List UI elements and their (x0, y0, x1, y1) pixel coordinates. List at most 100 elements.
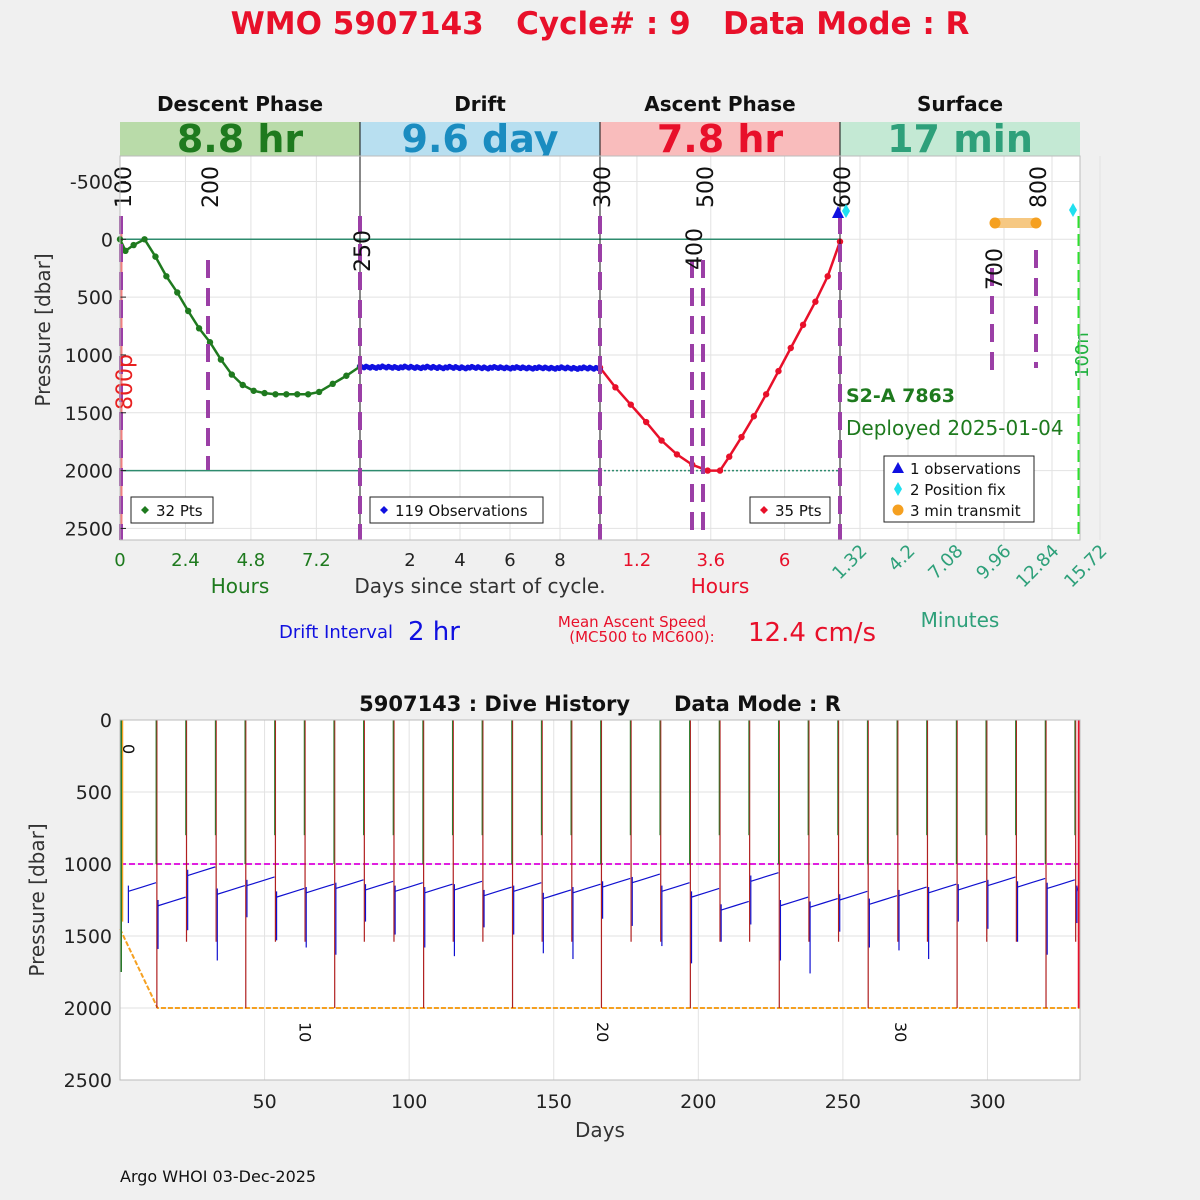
ascent-speed-label: Mean Ascent Speed (558, 613, 706, 631)
surface-legend-box (883, 455, 1035, 523)
descent-point (294, 391, 301, 398)
phase-name: Surface (917, 92, 1003, 116)
x-tick-label: 3.6 (696, 550, 725, 571)
legend-marker (894, 482, 902, 496)
descent-point (283, 391, 290, 398)
x-tick-label: 7.2 (302, 550, 331, 571)
transmit-point (1030, 217, 1042, 229)
ascent-point (704, 467, 711, 474)
descent-point (304, 391, 312, 398)
position-fix-marker (1069, 203, 1077, 217)
drift-trace (720, 900, 749, 911)
drift-trace (898, 886, 927, 897)
y-tick-label: 500 (77, 287, 113, 309)
drift-trace (128, 882, 157, 892)
drift-trace (958, 880, 987, 891)
descent-legend-text: 32 Pts (156, 502, 203, 520)
mission-code-label: 100 (112, 166, 137, 208)
legend-marker (892, 462, 904, 473)
drift-trace (780, 896, 809, 907)
descent-point (174, 289, 181, 296)
ascent-point (726, 453, 733, 460)
descent-point (343, 372, 350, 379)
ascent-x-label: Hours (691, 574, 750, 598)
y-tick-label: 0 (101, 229, 113, 251)
x-tick-label: 200 (680, 1091, 716, 1113)
surface-x-tick-label: 9.96 (972, 541, 1015, 584)
drift-x-label: Days since start of cycle. (354, 574, 605, 598)
descent-x-label: Hours (211, 574, 270, 598)
drift-trace (246, 876, 275, 887)
x-tick-label: 6 (779, 550, 790, 571)
descent-point (272, 391, 279, 398)
descent-point (141, 236, 148, 243)
ascent-point (642, 418, 650, 426)
phase-duration: 17 min (887, 117, 1033, 161)
phase-name: Drift (454, 92, 506, 116)
ascent-point (787, 344, 794, 352)
top-y-axis-label: Pressure [dbar] (31, 253, 55, 406)
y-tick-label: 2000 (65, 461, 113, 483)
mission-code-label: 500 (694, 166, 719, 208)
top-frame (119, 155, 1081, 541)
mission-code-label: 700 (983, 248, 1008, 290)
drift-trace (365, 880, 394, 891)
ascent-point (627, 401, 634, 408)
legend-entry: 3 min transmit (910, 502, 1021, 520)
drift-trace (602, 877, 631, 888)
descent-point (315, 388, 323, 396)
x-tick-label: 2.4 (171, 550, 200, 571)
x-tick-label: 150 (536, 1091, 572, 1113)
y-tick-label: 500 (76, 782, 112, 804)
drift-trace (987, 876, 1016, 887)
cycle-label: 20 (593, 1022, 612, 1042)
x-tick-label: 100 (391, 1091, 427, 1113)
mission-code-label: 300 (591, 166, 616, 208)
descent-point (250, 387, 257, 394)
bottom-x-axis-label: Days (575, 1118, 625, 1142)
cycle-label: 30 (891, 1022, 910, 1042)
x-tick-label: 2 (404, 550, 415, 571)
drift-trace (750, 872, 779, 882)
legend-entry: 2 Position fix (910, 481, 1006, 499)
bottom-frame (119, 719, 1081, 1081)
drift-trace (928, 883, 957, 894)
ascent-legend-marker (760, 506, 768, 514)
surface-x-tick-label: 1.32 (828, 541, 871, 584)
drift-trace (335, 879, 364, 890)
descent-point (163, 273, 170, 280)
phase-banner (600, 122, 840, 156)
y-tick-label: 1500 (65, 403, 113, 425)
drift-interval-value: 2 hr (408, 617, 460, 647)
descent-point (122, 247, 129, 255)
legend-entry: 1 observations (910, 460, 1021, 478)
phase-banner (120, 122, 360, 156)
phase-duration: 7.8 hr (657, 117, 784, 161)
phase-duration: 9.6 day (402, 117, 559, 161)
surface-x-tick-label: 4.2 (884, 541, 919, 576)
surface-x-tick-label: 15.72 (1060, 541, 1111, 592)
x-tick-label: 300 (969, 1091, 1005, 1113)
surface-x-label: Minutes (921, 608, 1000, 632)
x-tick-label: 8 (554, 550, 565, 571)
ascent-point (799, 321, 807, 329)
descent-legend-marker (141, 506, 149, 514)
ascent-point (824, 273, 831, 280)
x-tick-label: 4 (454, 550, 465, 571)
phase-name: Ascent Phase (644, 92, 795, 116)
transmit-point (989, 217, 1001, 229)
surface-x-tick-label: 7.08 (924, 541, 967, 584)
ascent-point (673, 451, 681, 458)
y-tick-label: 2500 (64, 1070, 112, 1092)
drift-trace (1047, 879, 1075, 890)
phase-banner (840, 122, 1080, 156)
bottom-plot-content: 0 10 20 30 (119, 720, 1081, 1042)
position-fix-marker (842, 204, 850, 218)
drift-trace (394, 882, 423, 892)
x-tick-label: 1.2 (623, 550, 652, 571)
legend-marker (892, 504, 904, 516)
